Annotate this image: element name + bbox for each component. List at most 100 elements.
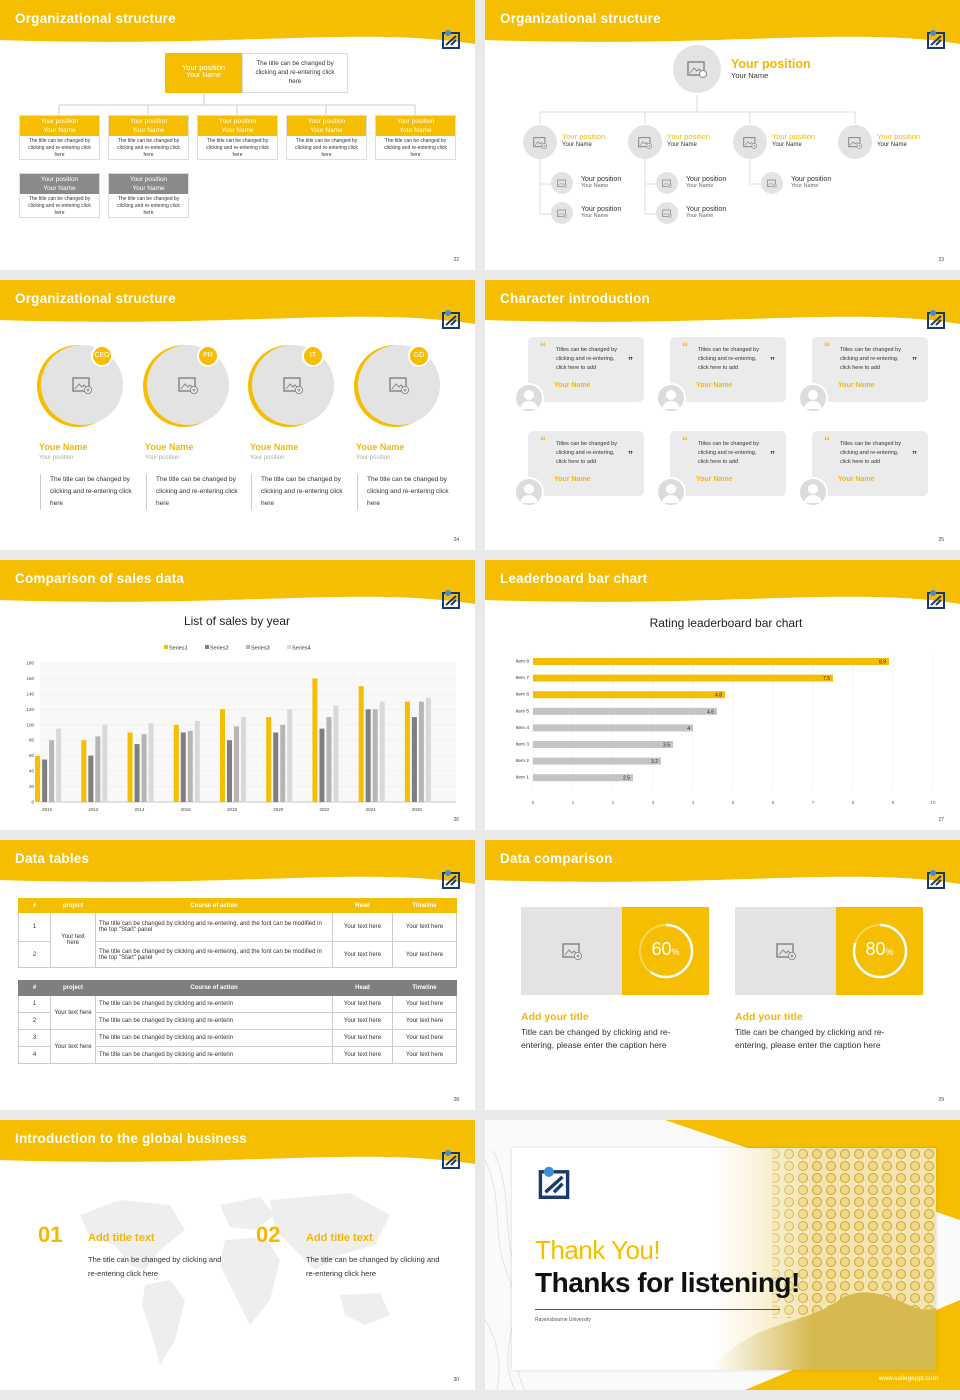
- avatar[interactable]: [656, 383, 686, 413]
- slide-global-business-30[interactable]: Introduction to the global business 01 Ad…: [0, 1120, 475, 1390]
- slide-header: [0, 840, 475, 884]
- comparison-card[interactable]: 60%: [521, 907, 709, 995]
- photo-placeholder[interactable]: [761, 172, 783, 194]
- thanks-listening-heading: Thanks for listening!: [535, 1267, 800, 1298]
- university-logo-icon: [442, 1150, 460, 1169]
- position-box[interactable]: Your position Your Name The title can be c…: [286, 115, 367, 160]
- image-icon: [533, 136, 547, 149]
- slide-title: Introduction to the global business: [15, 1131, 247, 1146]
- data-label: 4: [687, 726, 690, 732]
- position-label: Your position: [307, 118, 346, 125]
- top-photo-placeholder[interactable]: [673, 45, 721, 93]
- bar: [312, 678, 318, 802]
- user-icon: [804, 390, 822, 409]
- slide-sales-comparison-26[interactable]: Comparison of sales data List of sales b…: [0, 560, 475, 830]
- bar: [56, 728, 62, 802]
- bar: [333, 705, 339, 802]
- name-label: Your Name: [132, 184, 165, 192]
- university-logo-icon: [442, 310, 460, 329]
- person-card[interactable]: IT Youe Name Your position The title can…: [248, 342, 348, 542]
- slide-thank-you-31[interactable]: Thank You! Thanks for listening! Ravensb…: [485, 1120, 960, 1390]
- position-box-gray[interactable]: Your position Your Name The title can be c…: [108, 173, 189, 218]
- x-tick-label: 6: [772, 800, 775, 805]
- top-position-box[interactable]: Your position Your Name: [165, 53, 242, 93]
- photo-placeholder[interactable]: [521, 907, 622, 995]
- position-box[interactable]: Your position Your Name The title can be c…: [375, 115, 456, 160]
- percent-panel: 60%: [622, 907, 709, 995]
- photo-placeholder[interactable]: [523, 125, 557, 159]
- photo-placeholder[interactable]: [628, 125, 662, 159]
- person-card[interactable]: GD Youe Name Your position The title can…: [354, 342, 454, 542]
- slide-org-structure-22[interactable]: Organizational structure Your position Y…: [0, 0, 475, 270]
- name-label: Your Name: [43, 126, 76, 134]
- website-link[interactable]: www.collegeppt.com: [878, 1375, 938, 1382]
- slide-leaderboard-27[interactable]: Leaderboard bar chart Rating leaderboard…: [485, 560, 960, 830]
- x-tick-label: 5: [732, 800, 735, 805]
- x-tick-label: 3: [652, 800, 655, 805]
- legend-label: Series2: [210, 646, 229, 652]
- item-number: 01: [38, 1222, 63, 1247]
- close-quote-icon: ”: [912, 450, 917, 461]
- avatar[interactable]: [798, 477, 828, 507]
- person-name: Youe Name: [145, 442, 194, 452]
- photo-placeholder[interactable]: [656, 202, 678, 224]
- slide-data-comparison-29[interactable]: Data comparison 60% Add your title Title …: [485, 840, 960, 1110]
- image-icon: [389, 377, 409, 394]
- bar: [266, 717, 272, 802]
- position-box[interactable]: Your position Your Name The title can be c…: [108, 115, 189, 160]
- open-quote-icon: “: [540, 434, 546, 448]
- legend-label: Series1: [169, 646, 188, 652]
- photo-placeholder[interactable]: [551, 202, 573, 224]
- slide-data-tables-28[interactable]: Data tables # project Course of action H…: [0, 840, 475, 1110]
- university-name: Ravensbourne University: [535, 1317, 591, 1323]
- quote-card[interactable]: “ Titles can be changed by clicking and …: [528, 337, 644, 402]
- table-header: Course of action: [95, 898, 333, 913]
- university-logo-icon: [442, 590, 460, 609]
- bar: [533, 674, 833, 682]
- slide-character-intro-25[interactable]: Character introduction “ Titles can be c…: [485, 280, 960, 550]
- photo-placeholder[interactable]: [358, 345, 440, 425]
- person-name: Your Name: [838, 476, 875, 483]
- position-box[interactable]: Your position Your Name The title can be c…: [19, 115, 100, 160]
- slide-org-structure-24[interactable]: Organizational structure CEO Youe Name Y…: [0, 280, 475, 550]
- y-tick-label: 20: [29, 784, 35, 789]
- page-number: 29: [938, 1097, 944, 1103]
- bar: [220, 709, 225, 802]
- role-badge: PR: [197, 345, 219, 367]
- comparison-card[interactable]: 80%: [735, 907, 923, 995]
- avatar[interactable]: [514, 477, 544, 507]
- quote-card[interactable]: “ Titles can be changed by clicking and …: [812, 431, 928, 496]
- photo-placeholder[interactable]: [735, 907, 836, 995]
- quote-card[interactable]: “ Titles can be changed by clicking and …: [528, 431, 644, 496]
- quote-card[interactable]: “ Titles can be changed by clicking and …: [670, 337, 786, 402]
- quote-card[interactable]: “ Titles can be changed by clicking and …: [812, 337, 928, 402]
- person-card[interactable]: PR Youe Name Your position The title can…: [143, 342, 243, 542]
- avatar[interactable]: [798, 383, 828, 413]
- table-row: 4 The title can be changed by clicking an…: [18, 1046, 457, 1064]
- close-quote-icon: ”: [770, 356, 775, 367]
- avatar[interactable]: [514, 383, 544, 413]
- position-text: Your position Your Name: [791, 176, 832, 189]
- photo-placeholder[interactable]: [838, 125, 872, 159]
- person-name: Your Name: [554, 476, 591, 483]
- y-tick-label: Item 6: [516, 692, 530, 698]
- position-box[interactable]: Your position Your Name The title can be c…: [197, 115, 278, 160]
- person-card[interactable]: CEO Youe Name Your position The title ca…: [37, 342, 137, 542]
- legend-swatch: [287, 645, 291, 649]
- quote-text: Titles can be changed by clicking and re…: [556, 441, 617, 465]
- data-label: 3.2: [651, 759, 658, 765]
- photo-placeholder[interactable]: [733, 125, 767, 159]
- position-label: Your position: [129, 176, 168, 183]
- slide-org-structure-23[interactable]: Organizational structure Your position Y…: [485, 0, 960, 270]
- photo-placeholder[interactable]: [656, 172, 678, 194]
- slide-title: Comparison of sales data: [15, 571, 185, 586]
- position-box-gray[interactable]: Your position Your Name The title can be c…: [19, 173, 100, 218]
- bar: [187, 730, 193, 802]
- slide-title: Organizational structure: [15, 11, 176, 26]
- image-icon: [283, 377, 303, 394]
- quote-card[interactable]: “ Titles can be changed by clicking and …: [670, 431, 786, 496]
- photo-placeholder[interactable]: [551, 172, 573, 194]
- avatar[interactable]: [656, 477, 686, 507]
- bar: [533, 774, 633, 782]
- chart-title: List of sales by year: [184, 614, 290, 628]
